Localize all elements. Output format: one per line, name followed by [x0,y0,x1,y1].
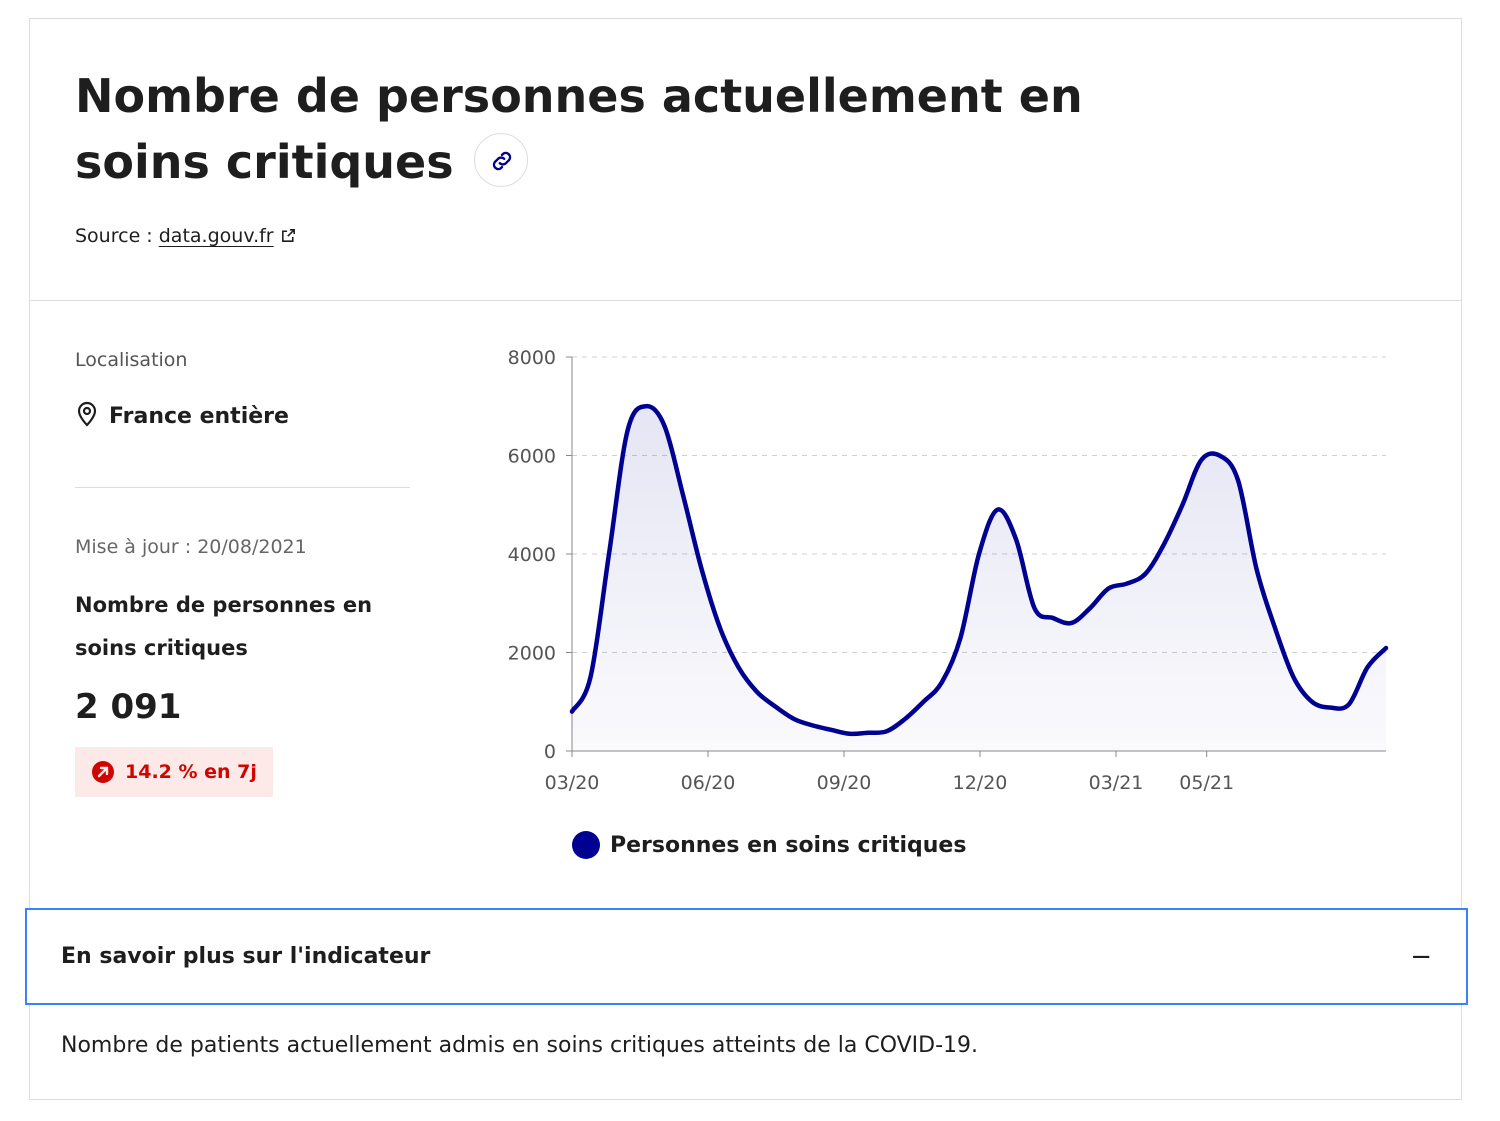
x-tick-label: 06/20 [681,772,736,794]
external-link-icon [281,229,295,242]
link-icon [492,151,511,170]
trend-badge: 14.2 % en 7j [75,747,273,797]
series-line [569,403,1389,737]
page-title: Nombre de personnes actuellement en soin… [75,63,1225,195]
source-link[interactable]: data.gouv.fr [159,225,297,247]
map-pin-icon [77,401,97,427]
chart-legend: Personnes en soins critiques [572,831,966,859]
localisation-value: France entière [75,401,289,429]
source-link-text: data.gouv.fr [158,225,274,247]
y-tick-label: 2000 [508,643,556,665]
x-tick-label: 09/20 [817,772,872,794]
y-tick-label: 4000 [508,544,556,566]
copy-link-button[interactable] [473,132,528,187]
indicator-accordion-button[interactable]: En savoir plus sur l'indicateur − [25,908,1468,1005]
accordion-title: En savoir plus sur l'indicateur [61,944,431,969]
x-tick-label: 03/20 [545,772,600,794]
indicator-description: Nombre de patients actuellement admis en… [61,1033,979,1058]
update-date: Mise à jour : 20/08/2021 [75,536,307,558]
arrow-up-right-icon [92,761,114,783]
indicator-name: Nombre de personnes en soins critiques [75,593,373,660]
indicator-card: Nombre de personnes actuellement en soin… [25,18,1468,1100]
localisation-value-text: France entière [109,404,289,429]
source-label: Source : [75,225,153,247]
localisation-label: Localisation [75,349,188,371]
y-tick-label: 6000 [508,446,556,468]
x-tick-label: 03/21 [1089,772,1144,794]
section-divider [30,300,1461,301]
y-tick-label: 0 [544,741,556,763]
minus-icon: − [1410,941,1432,972]
indicator-value: 2 091 [75,687,182,727]
source-line: Source : data.gouv.fr [75,225,297,247]
critical-care-chart: 0 2000 4000 6000 8000 03/20 06/20 09/20 12/20 03/… [508,347,1389,794]
x-tick-label: 12/20 [953,772,1008,794]
x-tick-label: 05/21 [1179,772,1234,794]
y-tick-label: 8000 [508,347,556,369]
page-title-text: Nombre de personnes actuellement en soin… [75,69,1083,189]
series-area [572,406,1386,751]
sidebar-divider [75,487,410,488]
legend-label: Personnes en soins critiques [610,832,967,858]
trend-text: 14.2 % en 7j [125,761,257,783]
legend-swatch [572,831,600,859]
